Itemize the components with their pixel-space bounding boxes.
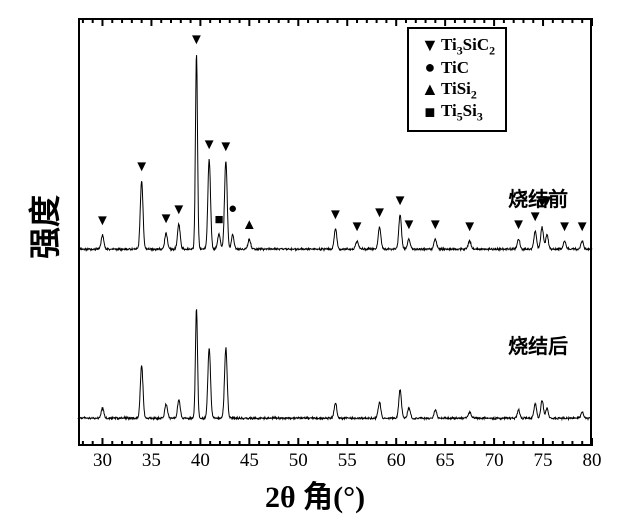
chart-svg: ▼▼▼▼▼▼■▼●▲▼▼▼▼▼▼▼▼▼▼▼▼▼ [0,0,618,519]
x-axis-label: 2θ 角(°) [265,472,365,516]
x-tick-label: 65 [436,450,455,472]
peak-marker: ▼ [393,192,408,209]
x-tick-label: 35 [142,450,161,472]
x-tick-label: 30 [93,450,112,472]
peak-marker: ▼ [171,201,186,218]
peak-marker: ● [228,200,237,217]
xrd-chart: ▼▼▼▼▼▼■▼●▲▼▼▼▼▼▼▼▼▼▼▼▼▼30354045505560657… [0,0,618,519]
legend-marker-icon: ■ [419,102,441,124]
legend-item: ●TiC [419,57,495,79]
legend-item: ■Ti5Si3 [419,101,495,124]
peak-marker: ▼ [401,216,416,233]
x-tick-label: 80 [583,450,602,472]
peak-marker: ■ [214,211,223,228]
peak-marker: ▼ [350,218,365,235]
y-axis-label: 强度 [20,219,66,259]
x-tick-label: 40 [191,450,210,472]
legend-label: Ti3SiC2 [441,35,495,58]
legend-marker-icon: ● [419,57,441,79]
peak-marker: ▼ [328,206,343,223]
peak-marker: ▼ [462,218,477,235]
legend-label: TiC [441,58,469,78]
peak-marker: ▼ [428,216,443,233]
x-tick-label: 60 [387,450,406,472]
legend-marker-icon: ▲ [419,79,441,101]
x-tick-label: 70 [485,450,504,472]
peak-marker: ▼ [202,136,217,153]
x-tick-label: 50 [289,450,308,472]
xrd-trace-after-sinter [78,309,592,419]
legend-marker-icon: ▼ [419,35,441,57]
legend-item: ▼Ti3SiC2 [419,35,495,58]
trace-label-before-sinter: 烧结前 [508,183,568,212]
peak-marker: ▼ [372,204,387,221]
x-tick-label: 45 [240,450,259,472]
peak-marker: ▼ [189,31,204,48]
legend-item: ▲TiSi2 [419,79,495,102]
peak-marker: ▼ [575,218,590,235]
peak-marker: ▼ [134,158,149,175]
legend-label: TiSi2 [441,79,477,102]
x-tick-label: 55 [338,450,357,472]
peak-marker: ▼ [95,212,110,229]
x-tick-label: 75 [534,450,553,472]
peak-marker: ▼ [557,218,572,235]
peak-marker: ▼ [218,138,233,155]
legend-label: Ti5Si3 [441,101,483,124]
trace-label-after-sinter: 烧结后 [508,330,568,359]
legend: ▼Ti3SiC2●TiC▲TiSi2■Ti5Si3 [407,27,507,133]
peak-marker: ▲ [242,216,257,233]
peak-marker: ▼ [511,216,526,233]
